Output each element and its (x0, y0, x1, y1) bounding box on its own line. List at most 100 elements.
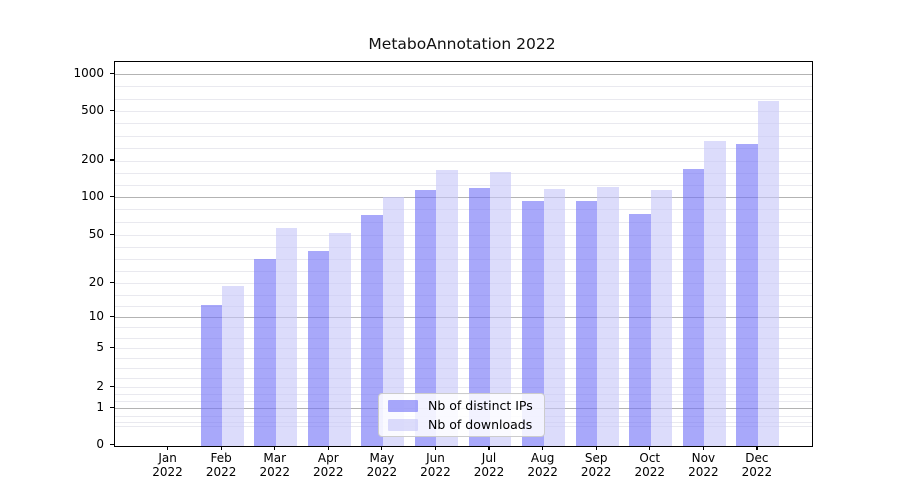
legend: Nb of distinct IPs Nb of downloads (378, 393, 545, 437)
y-tick-label: 100 (81, 188, 104, 203)
x-tick-label: Jan 2022 (126, 451, 210, 480)
y-tick-mark (109, 110, 114, 112)
legend-label-distinct-ips: Nb of distinct IPs (428, 398, 533, 413)
bar-downloads-mar (275, 228, 298, 446)
x-tick-label: Sep 2022 (554, 451, 638, 480)
x-tick-label: May 2022 (340, 451, 424, 480)
y-tick-mark (109, 159, 114, 161)
gridline-minor (115, 305, 812, 307)
x-tick-mark (542, 445, 544, 451)
plot-area (114, 61, 813, 447)
gridline-minor (115, 294, 812, 296)
gridline-minor (115, 234, 812, 236)
gridline-minor (115, 172, 812, 174)
x-tick-month: Jul (481, 450, 497, 465)
x-tick-month: May (369, 450, 395, 465)
bar-distinct-ips-mar (254, 258, 276, 446)
x-tick-month: Jun (426, 450, 445, 465)
bar-distinct-ips-feb (200, 304, 223, 446)
bar-downloads-jun (436, 170, 458, 446)
x-tick-year: 2022 (152, 465, 183, 479)
y-tick-mark (109, 347, 114, 349)
x-tick-year: 2022 (527, 465, 558, 479)
gridline-minor (115, 367, 812, 369)
bar-distinct-ips-may (361, 214, 383, 446)
x-tick-mark (327, 445, 329, 451)
y-tick-mark (109, 282, 114, 284)
gridline-minor (115, 377, 812, 379)
bar-distinct-ips-dec (736, 144, 758, 446)
x-tick-mark (166, 445, 169, 451)
bar-distinct-ips-aug (522, 200, 544, 446)
x-tick-month: Feb (210, 450, 232, 465)
x-tick-month: Apr (317, 450, 339, 465)
x-tick-year: 2022 (688, 465, 719, 479)
legend-label-downloads: Nb of downloads (428, 417, 533, 432)
gridline-minor (115, 283, 812, 285)
x-tick-month: Oct (639, 450, 661, 465)
x-tick-mark (274, 445, 276, 451)
y-tick-mark (109, 315, 114, 318)
y-tick-label: 0 (96, 437, 104, 451)
gridline-major (115, 316, 812, 318)
x-tick-mark (649, 445, 651, 451)
y-tick-mark (109, 406, 114, 409)
bar-distinct-ips-jun (415, 189, 437, 446)
gridline-minor (115, 337, 812, 339)
legend-swatch-downloads (388, 418, 418, 431)
x-tick-label: Feb 2022 (179, 451, 263, 480)
gridline-minor (115, 209, 812, 211)
bar-distinct-ips-nov (682, 168, 705, 446)
bar-downloads-feb (222, 286, 244, 446)
bar-distinct-ips-sep (575, 201, 598, 446)
x-tick-year: 2022 (473, 465, 505, 479)
gridline-minor (115, 271, 812, 273)
x-tick-mark (702, 445, 704, 451)
x-tick-year: 2022 (420, 465, 451, 479)
y-tick-label: 20 (88, 275, 104, 290)
x-tick-label: Jul 2022 (447, 451, 531, 480)
x-tick-mark (381, 445, 383, 451)
y-tick-mark (109, 233, 114, 235)
bar-downloads-oct (650, 190, 673, 446)
x-tick-mark (488, 445, 490, 451)
gridline-minor (115, 184, 812, 186)
x-tick-month: Sep (584, 450, 608, 465)
bar-distinct-ips-oct (629, 213, 651, 446)
y-tick-label: 1000 (73, 66, 104, 80)
bar-downloads-may (382, 197, 405, 446)
bar-downloads-dec (757, 100, 780, 446)
gridline-minor (115, 327, 812, 329)
x-tick-month: Dec (745, 450, 769, 465)
y-tick-label: 2 (96, 379, 104, 394)
x-tick-label: Apr 2022 (286, 451, 370, 480)
x-tick-year: 2022 (313, 465, 344, 479)
gridline-major (115, 74, 812, 75)
x-tick-year: 2022 (741, 465, 773, 479)
gridline-minor (115, 98, 812, 100)
bar-downloads-nov (704, 141, 726, 446)
bar-downloads-sep (597, 186, 619, 446)
gridline-minor (115, 387, 812, 389)
y-tick-label: 1 (96, 399, 104, 414)
x-tick-year: 2022 (205, 465, 237, 479)
x-tick-year: 2022 (366, 465, 398, 479)
y-tick-mark (109, 443, 114, 446)
x-tick-month: Aug (530, 450, 555, 465)
bar-downloads-apr (329, 233, 351, 446)
gridline-minor (115, 111, 812, 113)
y-tick-mark (109, 195, 114, 197)
legend-item-downloads: Nb of downloads (388, 417, 544, 432)
gridline-minor (115, 123, 812, 125)
x-tick-mark (756, 445, 758, 451)
x-tick-year: 2022 (580, 465, 612, 479)
bar-downloads-jul (490, 172, 512, 446)
y-tick-mark (109, 72, 114, 75)
x-tick-label: Nov 2022 (661, 451, 745, 480)
x-tick-month: Nov (691, 450, 716, 465)
chart-title: MetaboAnnotation 2022 (368, 35, 556, 53)
x-tick-month: Jan (158, 450, 177, 465)
gridline-minor (115, 246, 812, 248)
x-tick-year: 2022 (259, 465, 290, 479)
